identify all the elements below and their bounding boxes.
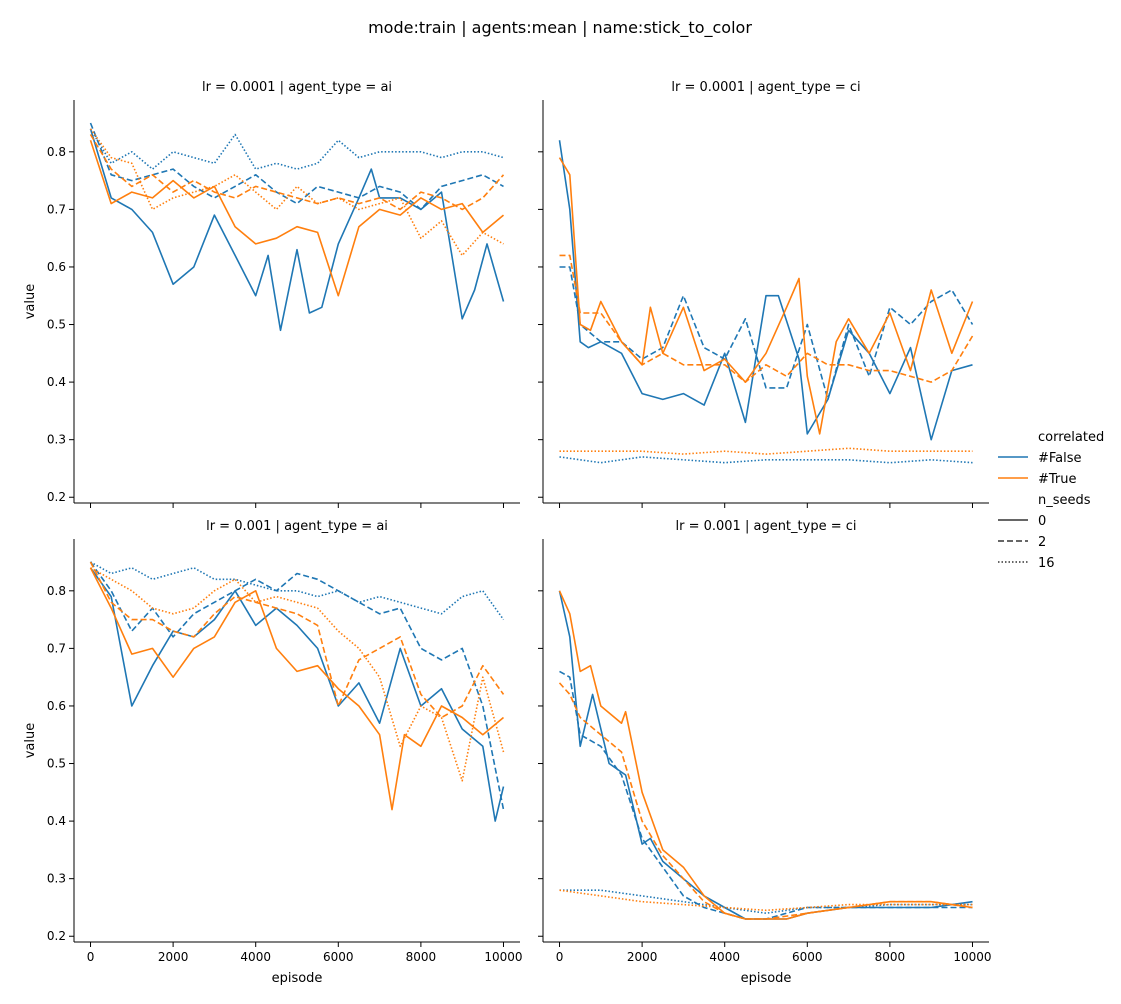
series-line-correlated-false-nseeds-0-facet-3 (558, 590, 973, 920)
series-line-correlated-false-nseeds-2-facet-3 (559, 670, 973, 920)
x-tick-label: 4000 (240, 950, 271, 964)
series-line-correlated-false-nseeds-16-facet-1 (559, 456, 973, 464)
x-tick-label: 6000 (323, 950, 354, 964)
series-line-correlated-false-nseeds-0-facet-0 (89, 128, 505, 332)
series-line-correlated-true-nseeds-0-facet-1 (558, 157, 974, 435)
x-tick-label: 2000 (627, 950, 658, 964)
y-tick-label: 0.3 (47, 872, 66, 886)
y-tick-label: 0.6 (47, 260, 66, 274)
x-axis-label: episode (741, 971, 792, 986)
y-tick-label: 0.3 (47, 433, 66, 447)
series-line-correlated-true-nseeds-2-facet-2 (89, 561, 505, 719)
series-line-correlated-true-nseeds-2-facet-3 (558, 682, 973, 920)
y-tick-label: 0.8 (47, 145, 66, 159)
series-line-correlated-true-nseeds-16-facet-1 (559, 447, 973, 455)
y-tick-label: 0.7 (47, 641, 66, 655)
legend-label-0: 0 (1038, 514, 1046, 529)
y-axis-label: value (23, 723, 38, 759)
legend-label-16: 16 (1038, 556, 1055, 571)
facet-title-2: lr = 0.001 | agent_type = ai (206, 519, 388, 534)
x-tick-label: 8000 (406, 950, 437, 964)
series-line-correlated-false-nseeds-2-facet-1 (559, 266, 974, 401)
x-tick-label: 10000 (484, 950, 522, 964)
y-tick-label: 0.6 (47, 699, 66, 713)
y-tick-label: 0.4 (47, 814, 66, 828)
series-line-correlated-false-nseeds-2-facet-2 (89, 561, 505, 810)
y-axis-label: value (23, 284, 38, 320)
x-tick-label: 4000 (709, 950, 740, 964)
x-tick-label: 6000 (792, 950, 823, 964)
x-axis-label: episode (272, 971, 323, 986)
x-tick-label: 8000 (875, 950, 906, 964)
series-line-correlated-true-nseeds-2-facet-1 (559, 254, 974, 383)
legend-label-2: 2 (1038, 535, 1046, 550)
series-line-correlated-true-nseeds-0-facet-2 (89, 567, 505, 811)
facet-panels: lr = 0.0001 | agent_type = ai 0.2 0.3 0.4 0.… (23, 80, 992, 986)
y-tick-label: 0.2 (47, 929, 66, 943)
series-line-correlated-true-nseeds-16-facet-3 (559, 889, 973, 912)
facet-title-1: lr = 0.0001 | agent_type = ci (671, 80, 860, 95)
y-tick-label: 0.8 (47, 584, 66, 598)
x-tick-label: 0 (87, 950, 95, 964)
y-tick-label: 0.5 (47, 757, 66, 771)
legend-label-true: #True (1038, 472, 1077, 487)
series-line-correlated-true-nseeds-2-facet-0 (89, 134, 505, 211)
legend: correlated #False #True n_seeds 0 2 16 (998, 430, 1104, 571)
figure-suptitle: mode:train | agents:mean | name:stick_to… (368, 18, 752, 38)
legend-title-correlated: correlated (1038, 430, 1104, 445)
series-line-correlated-false-nseeds-0-facet-2 (89, 567, 505, 822)
x-tick-label: 0 (556, 950, 564, 964)
x-tick-label: 2000 (158, 950, 189, 964)
facet-title-3: lr = 0.001 | agent_type = ci (676, 519, 857, 534)
series-line-correlated-false-nseeds-16-facet-0 (89, 128, 504, 170)
series-line-correlated-false-nseeds-16-facet-2 (90, 561, 505, 621)
x-tick-label: 10000 (953, 950, 991, 964)
series-line-correlated-true-nseeds-0-facet-3 (558, 590, 973, 920)
y-tick-label: 0.4 (47, 375, 66, 389)
y-tick-label: 0.5 (47, 318, 66, 332)
series-line-correlated-true-nseeds-0-facet-0 (89, 140, 505, 297)
facet-title-0: lr = 0.0001 | agent_type = ai (202, 80, 392, 95)
legend-title-n-seeds: n_seeds (1038, 493, 1091, 508)
series-line-correlated-false-nseeds-0-facet-1 (558, 140, 973, 441)
series-line-correlated-true-nseeds-16-facet-2 (90, 567, 505, 782)
y-tick-label: 0.2 (47, 490, 66, 504)
legend-label-false: #False (1038, 451, 1082, 466)
y-tick-label: 0.7 (47, 202, 66, 216)
